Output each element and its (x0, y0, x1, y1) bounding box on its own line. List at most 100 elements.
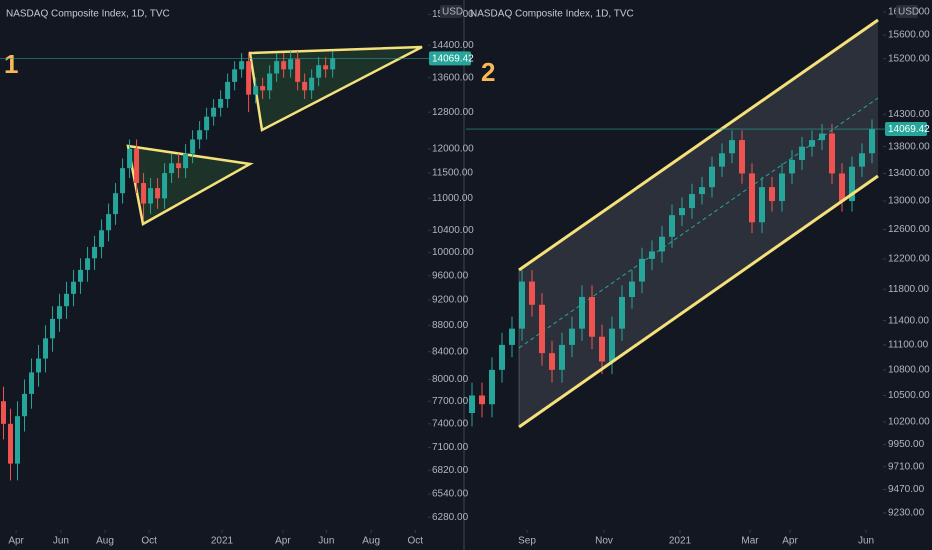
candle-body (50, 318, 56, 339)
candle-body (127, 148, 133, 169)
y-tick-label: 9600.00 (432, 270, 469, 281)
candle-body (679, 208, 685, 216)
y-tick-label: 8400.00 (432, 346, 469, 357)
candle-body (569, 328, 575, 345)
candle-body (619, 296, 625, 329)
candle-body (204, 116, 210, 131)
y-tick-label: 13400.00 (888, 168, 930, 179)
triangle-drawing (126, 144, 254, 226)
candle-body (15, 416, 21, 464)
y-tick-label: 12000.00 (432, 144, 474, 155)
marks (1, 51, 875, 481)
candle-body (78, 269, 84, 282)
candle-body (323, 65, 329, 70)
y-tick-label: 13000.00 (888, 196, 930, 207)
y-tick-label: 9710.00 (888, 461, 925, 472)
candle-body (29, 372, 35, 394)
candle-body (92, 246, 98, 259)
last-price-label: 14069.42 (888, 124, 930, 135)
candle-body (309, 77, 315, 91)
candle-body (99, 230, 105, 247)
y-tick-label: 10200.00 (888, 417, 930, 428)
candle-body (183, 153, 189, 169)
candle-body (246, 61, 252, 95)
candle-body (829, 133, 835, 174)
x-tick-label: Sep (518, 536, 536, 547)
y-tick-label: 12600.00 (888, 224, 930, 235)
candle-body (288, 59, 294, 70)
candle-body (509, 328, 515, 345)
candle-body (709, 166, 715, 188)
candle-body (141, 183, 147, 204)
y-tick-label: 11100.00 (888, 340, 929, 351)
candle-body (699, 187, 705, 195)
candle-body (281, 61, 287, 70)
y-tick-label: 11500.00 (432, 168, 473, 179)
candle-body (1, 401, 7, 424)
candle-body (239, 61, 245, 70)
candle-body (190, 139, 196, 154)
candle-body (211, 107, 217, 117)
y-tick-label: 14400.00 (432, 40, 474, 51)
y-tick-label: 9230.00 (888, 508, 925, 519)
candle-body (589, 296, 595, 337)
y-tick-label: 9950.00 (888, 439, 925, 450)
candle-body (559, 344, 565, 370)
panel-number: 2 (481, 57, 495, 87)
y-tick-label: 7100.00 (432, 442, 469, 453)
x-tick-label: Nov (595, 536, 613, 547)
candle-body (669, 215, 675, 237)
candle-body (759, 187, 765, 223)
candle-body (43, 338, 49, 359)
candle-body (267, 73, 273, 91)
candle-body (22, 393, 28, 417)
candle-body (169, 163, 175, 174)
last-price-bg (429, 51, 471, 66)
candle-body (134, 148, 140, 184)
candle-body (218, 98, 224, 108)
candle-body (469, 395, 475, 414)
candle-body (839, 173, 845, 202)
x-tick-label: Jun (858, 536, 874, 547)
candle-body (639, 258, 645, 282)
chart-title: NASDAQ Composite Index, 1D, TVC (470, 9, 634, 20)
candle-body (739, 140, 745, 174)
candle-body (85, 258, 91, 270)
y-tick-label: 12200.00 (888, 254, 930, 265)
candle-body (649, 251, 655, 259)
candle-body (849, 166, 855, 202)
candle-body (113, 193, 119, 215)
y-tick-label: 12800.00 (432, 107, 474, 118)
last-price-label: 14069.42 (432, 54, 474, 65)
candle-body (629, 281, 635, 297)
candle-body (176, 163, 182, 169)
candle-body (719, 153, 725, 167)
candle-body (295, 59, 301, 82)
candle-body (809, 140, 815, 147)
candle-body (869, 129, 875, 154)
candle-body (253, 86, 259, 95)
candle-body (519, 281, 525, 329)
y-tick-label: 9200.00 (432, 295, 469, 306)
unit-badge: USD (442, 7, 463, 18)
candle-body (529, 281, 535, 305)
y-tick-label: 10400.00 (432, 225, 474, 236)
y-tick-label: 15600.00 (888, 30, 930, 41)
x-tick-label: Apr (8, 536, 24, 547)
candle-body (302, 81, 308, 91)
candle-body (162, 173, 168, 199)
y-tick-label: 7700.00 (432, 396, 469, 407)
y-tick-label: 6540.00 (432, 489, 469, 500)
candle-body (479, 395, 485, 405)
last-price-box: 14069.42 (885, 122, 930, 137)
y-tick-label: 11000.00 (432, 193, 473, 204)
candle-body (36, 358, 42, 373)
channel-line (518, 174, 879, 429)
candle-body (8, 423, 14, 464)
x-tick-label: Apr (275, 536, 291, 547)
candle-body (148, 188, 154, 204)
last-price-box: 14069.42 (429, 51, 474, 66)
candle-body (71, 281, 77, 294)
